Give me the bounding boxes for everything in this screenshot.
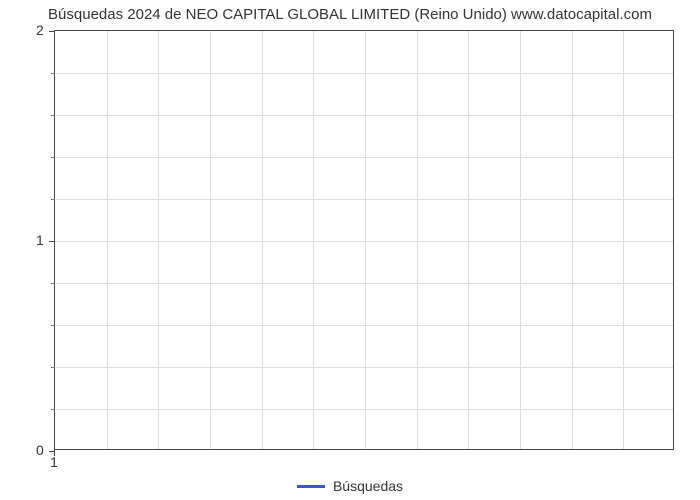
gridline-vertical [262,31,263,449]
data-layer [55,31,673,449]
gridline-horizontal-minor [55,325,673,326]
y-minor-tick [51,409,55,410]
gridline-horizontal-minor [55,157,673,158]
gridline-vertical [107,31,108,449]
gridline-horizontal [55,241,673,242]
chart-title: Búsquedas 2024 de NEO CAPITAL GLOBAL LIM… [0,6,700,23]
y-minor-tick [51,73,55,74]
legend-series-line [297,485,325,488]
gridline-horizontal-minor [55,367,673,368]
gridline-vertical [572,31,573,449]
gridline-horizontal-minor [55,409,673,410]
y-minor-tick [51,325,55,326]
y-major-tick [49,31,55,32]
y-minor-tick [51,199,55,200]
y-minor-tick [51,367,55,368]
gridline-horizontal-minor [55,115,673,116]
gridline-vertical [313,31,314,449]
gridline-vertical [417,31,418,449]
legend-series-label: Búsquedas [333,478,403,494]
gridline-vertical [468,31,469,449]
plot-area [54,30,674,450]
gridline-vertical [365,31,366,449]
legend: Búsquedas [0,478,700,494]
gridline-horizontal-minor [55,199,673,200]
y-minor-tick [51,283,55,284]
gridline-vertical [623,31,624,449]
y-minor-tick [51,115,55,116]
y-major-tick [49,451,55,452]
chart-container: Búsquedas 2024 de NEO CAPITAL GLOBAL LIM… [0,0,700,500]
gridlines [55,31,673,449]
gridline-vertical [210,31,211,449]
x-tick-label: 1 [50,454,58,470]
y-tick-label: 2 [36,22,44,38]
y-major-tick [49,241,55,242]
gridline-vertical [520,31,521,449]
gridline-horizontal-minor [55,73,673,74]
y-tick-label: 1 [36,232,44,248]
y-tick-label: 0 [36,442,44,458]
gridline-vertical [158,31,159,449]
y-minor-tick [51,157,55,158]
gridline-horizontal-minor [55,283,673,284]
